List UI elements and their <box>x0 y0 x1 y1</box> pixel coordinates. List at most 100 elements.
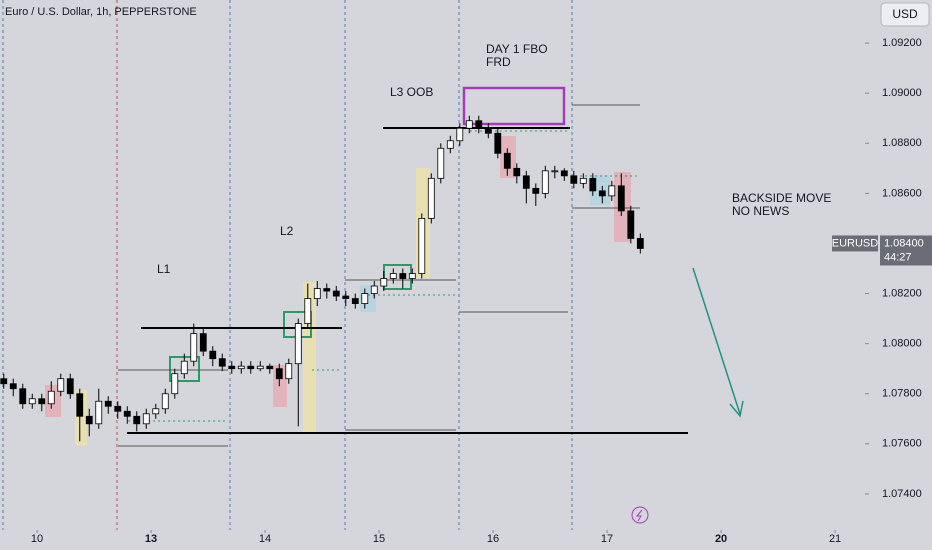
candle-body <box>142 413 150 425</box>
candle-body <box>294 323 302 365</box>
candle-body <box>456 127 464 142</box>
candle-body <box>570 175 578 184</box>
candle-body <box>133 415 141 425</box>
y-tick-label: 1.08600 <box>882 187 922 199</box>
candle-body <box>228 365 236 370</box>
candle-body <box>161 393 169 410</box>
candle-body <box>313 288 321 299</box>
candle-body <box>152 408 160 415</box>
candle-body <box>85 415 93 425</box>
price-tag-countdown: 44:27 <box>884 251 912 263</box>
y-tick-label: 1.08800 <box>882 137 922 149</box>
candle-body <box>370 285 378 294</box>
candle-body <box>304 298 312 325</box>
candle-body <box>171 373 179 395</box>
arrow <box>692 267 741 415</box>
candle-body <box>446 140 454 149</box>
y-tick-label: 1.08000 <box>882 338 922 350</box>
price-tag-bg <box>880 235 932 266</box>
candle-body <box>76 393 84 417</box>
candle-body <box>9 383 17 390</box>
candle-body <box>427 177 435 219</box>
x-tick-label: 10 <box>31 533 43 545</box>
candle-body <box>418 218 426 274</box>
candle-body <box>627 210 635 239</box>
x-tick-label: 14 <box>259 533 271 545</box>
candle-body <box>266 365 274 370</box>
candle-body <box>399 273 407 279</box>
y-tick-label: 1.09000 <box>882 87 922 99</box>
currency-button[interactable] <box>880 2 930 27</box>
annotation: L3 OOB <box>390 85 433 99</box>
candle-body <box>598 190 606 197</box>
annotation: L1 <box>157 262 171 276</box>
y-tick-label: 1.07400 <box>882 488 922 500</box>
candle-body <box>95 400 103 425</box>
candle-body <box>28 398 36 405</box>
candle-body <box>123 410 131 417</box>
y-tick-label: 1.07800 <box>882 388 922 400</box>
candle-body <box>636 238 644 249</box>
fbo-box <box>462 86 566 126</box>
candle-body <box>522 175 530 189</box>
price-axis <box>865 0 932 550</box>
candle-body <box>180 360 188 375</box>
candle-body <box>199 333 207 352</box>
candle-body <box>285 363 293 380</box>
candle-body <box>209 350 217 360</box>
price-tag-symbol-bg <box>832 235 878 252</box>
candle-body <box>503 152 511 169</box>
candle-body <box>218 358 226 367</box>
arrow-head <box>729 400 744 418</box>
candle-body <box>494 132 502 154</box>
candle-body <box>190 333 198 362</box>
annotation: NO NEWS <box>732 204 789 218</box>
x-tick-label: 13 <box>145 533 157 545</box>
chart-title: Euro / U.S. Dollar, 1h, PEPPERSTONE <box>5 6 197 18</box>
candle-body <box>66 378 74 395</box>
candle-body <box>247 365 255 370</box>
candle-body <box>560 170 568 177</box>
candle-body <box>0 378 8 385</box>
candle-body <box>351 298 359 304</box>
flash-icon-bolt <box>635 509 643 522</box>
y-tick-label: 1.08200 <box>882 287 922 299</box>
x-tick-label: 17 <box>601 533 613 545</box>
candle-body <box>19 388 27 405</box>
candle-body <box>38 398 46 405</box>
candle-body <box>380 278 388 287</box>
candle-body <box>579 177 587 184</box>
candle-body <box>617 185 625 212</box>
candle-body <box>437 147 445 179</box>
candle-body <box>551 170 559 173</box>
candle-body <box>408 273 416 279</box>
candle-body <box>541 170 549 194</box>
candle-body <box>323 288 331 292</box>
currency-label: USD <box>892 7 918 21</box>
candle-body <box>332 290 340 297</box>
flash-icon[interactable] <box>631 506 649 524</box>
price-tag-symbol: EURUSD <box>832 237 879 249</box>
y-tick-label: 1.09200 <box>882 37 922 49</box>
candle-body <box>532 187 540 194</box>
candle-body <box>114 405 122 412</box>
x-tick-label: 16 <box>487 533 499 545</box>
candle-body <box>475 120 483 129</box>
candle-body <box>389 273 397 279</box>
candle-body <box>342 295 350 299</box>
candle-body <box>275 368 283 380</box>
x-tick-label: 20 <box>715 533 727 545</box>
candle-body <box>57 378 65 392</box>
annotation: DAY 1 FBO <box>486 42 548 56</box>
candle-body <box>47 390 55 405</box>
price-tag-price: 1.08400 <box>884 237 924 249</box>
x-tick-label: 21 <box>829 533 841 545</box>
candle-body <box>465 120 473 129</box>
candle-body <box>237 365 245 370</box>
candle-body <box>256 365 264 370</box>
candle-body <box>484 127 492 134</box>
candle-body <box>361 293 369 304</box>
annotation: FRD <box>486 55 511 69</box>
